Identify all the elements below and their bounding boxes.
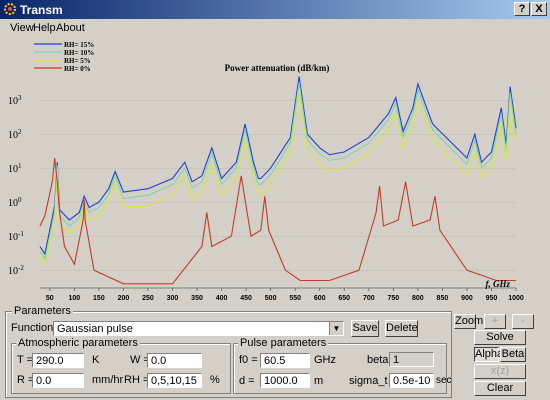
x-tick-label: 350 [191,295,203,302]
x-tick-label: 750 [387,295,399,302]
menu-about[interactable]: About [56,22,85,34]
x-tick-label: 900 [461,295,473,302]
atmospheric-group-title: Atmospheric parameters [16,337,140,349]
app-icon [4,3,16,15]
y-tick-exponent: -2 [18,264,24,272]
legend-entry: RH= 5% [64,57,91,65]
xz-button[interactable]: x(z) [474,364,526,379]
w-label: W = [130,354,150,366]
sigma-label: sigma_t = [349,375,397,387]
series-line-2 [39,92,517,266]
x-tick-label: 550 [289,295,301,302]
f0-unit: GHz [314,354,336,366]
series-line-1 [39,82,517,260]
f0-label: f0 = [239,354,258,366]
x-tick-label: 50 [46,295,54,302]
menu-help[interactable]: Help [33,22,56,34]
y-tick-label: 100 [8,196,22,209]
x-tick-label: 1000 [508,295,524,302]
x-tick-label: 400 [216,295,228,302]
chevron-down-icon[interactable]: ▼ [329,322,343,335]
save-button[interactable]: Save [351,320,379,337]
w-field[interactable]: 0.0 [147,353,202,368]
attenuation-chart[interactable]: 50 100 150 200 250 300 350 400 450 500 550 600 650 70… [6,36,544,303]
pulse-group: Pulse parameters f0 = 60.5 GHz beta = 1 … [233,337,452,394]
f0-field[interactable]: 60.5 [260,353,310,368]
parameters-group: Parameters Function : Gaussian pulse ▼ S… [5,305,452,398]
y-tick-exponent: -1 [18,230,24,238]
zoom-out-button[interactable]: - [512,314,534,329]
y-tick-exponent: 2 [18,128,22,136]
alpha-button[interactable]: Alpha [474,347,504,362]
y-tick-label: 102 [8,128,22,141]
x-tick-label: 650 [338,295,350,302]
x-tick-label: 250 [142,295,154,302]
x-tick-label: 600 [314,295,326,302]
menu-bar: View Help About [0,19,550,36]
chart-x-label: f, GHz [486,279,511,289]
r-unit: mm/hr [92,374,124,386]
menu-view[interactable]: View [10,22,34,34]
x-tick-label: 100 [69,295,81,302]
solve-button[interactable]: Solve [474,330,526,345]
parameters-group-title: Parameters [12,305,73,317]
window-title: Transm [20,3,63,17]
title-bar: Transm ? X [0,0,550,19]
y-tick-exponent: 1 [18,162,22,170]
y-tick-label: 101 [8,162,22,175]
function-select[interactable]: Gaussian pulse ▼ [53,321,344,336]
x-tick-label: 450 [240,295,252,302]
beta-button[interactable]: Beta [500,347,526,362]
function-value: Gaussian pulse [57,323,133,335]
sigma-unit: sec [436,375,452,386]
sigma-field[interactable]: 0.5e-10 [389,373,434,388]
r-label: R = [17,374,35,386]
d-label: d = [239,375,255,387]
chart-title: Power attenuation (dB/km) [225,63,330,73]
r-field[interactable]: 0.0 [32,373,84,388]
zoom-button[interactable]: Zoom [454,314,484,329]
y-tick-label: 10-2 [8,264,24,277]
delete-button[interactable]: Delete [385,320,418,337]
x-tick-label: 200 [118,295,130,302]
d-unit: m [314,375,324,387]
t-label: T = [17,354,34,366]
x-tick-label: 700 [363,295,375,302]
y-tick-label: 103 [8,94,22,107]
y-tick-label: 10-1 [8,230,24,243]
x-tick-label: 300 [167,295,179,302]
t-field[interactable]: 290.0 [32,353,84,368]
series-line-3 [39,157,516,285]
clear-button[interactable]: Clear [474,381,526,396]
help-button[interactable]: ? [514,2,530,16]
close-button[interactable]: X [531,2,547,16]
series-line-0 [39,76,517,256]
rh-unit: % [210,374,220,386]
x-tick-label: 850 [437,295,449,302]
rh-field[interactable]: 0,5,10,15 [147,373,202,388]
x-tick-label: 150 [93,295,105,302]
legend-entry: RH= 0% [64,65,91,73]
zoom-in-button[interactable]: + [484,314,506,329]
x-tick-label: 950 [486,295,498,302]
chart-svg: 50 100 150 200 250 300 350 400 450 500 550 600 650 70… [8,41,524,302]
x-tick-label: 800 [412,295,424,302]
atmospheric-group: Atmospheric parameters T = 290.0 K W = 0… [11,337,231,394]
legend-entry: RH= 10% [64,49,94,57]
pulse-group-title: Pulse parameters [238,337,329,349]
d-field[interactable]: 1000.0 [260,373,310,388]
beta-field: 1 [389,352,434,367]
t-unit: K [92,354,100,366]
legend-entry: RH= 15% [64,41,94,49]
y-tick-exponent: 3 [18,94,22,102]
function-label: Function : [11,322,60,334]
y-tick-exponent: 0 [18,196,22,204]
rh-label: RH = [124,374,150,386]
x-tick-label: 500 [265,295,277,302]
